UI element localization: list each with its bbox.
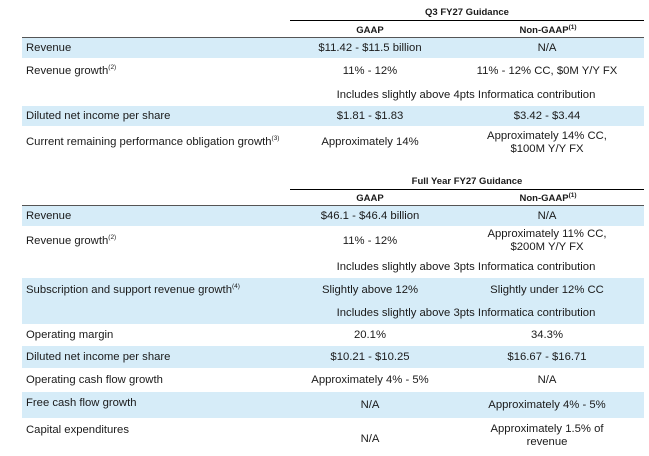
nongaap-value: N/A bbox=[537, 41, 557, 54]
gaap-value: N/A bbox=[360, 398, 380, 411]
fy-row-diluted-eps: Diluted net income per share $10.21 - $1… bbox=[22, 346, 644, 368]
fy-row-free-cash-flow: Free cash flow growth N/A Approximately … bbox=[22, 392, 644, 418]
nongaap-value: Approximately 4% - 5% bbox=[488, 398, 606, 411]
row-label: Diluted net income per share bbox=[26, 350, 171, 363]
nongaap-value: N/A bbox=[537, 373, 557, 386]
row-label: Diluted net income per share bbox=[26, 109, 171, 122]
q3-nongaap-header: Non-GAAP(1) bbox=[519, 23, 577, 36]
nongaap-value: Approximately 14% CC, $100M Y/Y FX bbox=[487, 129, 607, 155]
note-text: Includes slightly above 3pts Informatica… bbox=[336, 306, 596, 319]
gaap-value: $1.81 - $1.83 bbox=[336, 109, 404, 122]
q3-row-informatica-note: Includes slightly above 4pts Informatica… bbox=[22, 84, 644, 106]
gaap-value: 11% - 12% bbox=[342, 64, 398, 77]
q3-row-diluted-eps: Diluted net income per share $1.81 - $1.… bbox=[22, 106, 644, 126]
row-label: Revenue bbox=[26, 41, 72, 54]
row-label: Operating margin bbox=[26, 328, 114, 341]
gaap-value: $10.21 - $10.25 bbox=[330, 350, 410, 363]
fy-row-revenue-growth: Revenue growth(2) 11% - 12% Approximatel… bbox=[22, 226, 644, 256]
gaap-value: Slightly above 12% bbox=[321, 283, 419, 296]
nongaap-value: N/A bbox=[537, 209, 557, 222]
fy-row-capex: Capital expenditures N/A Approximately 1… bbox=[22, 421, 644, 451]
row-label: Current remaining performance obligation… bbox=[26, 135, 280, 148]
q3-gaap-header: GAAP bbox=[356, 25, 384, 36]
fy-gaap-header: GAAP bbox=[356, 193, 384, 204]
nongaap-value: Approximately 11% CC, $200M Y/Y FX bbox=[487, 228, 607, 253]
q3-header-rule bbox=[22, 37, 644, 38]
gaap-value: Approximately 14% bbox=[321, 136, 419, 148]
fy-title-rule bbox=[290, 189, 644, 190]
note-text: Includes slightly above 3pts Informatica… bbox=[336, 260, 596, 273]
gaap-value: $46.1 - $46.4 billion bbox=[320, 209, 420, 222]
row-label: Revenue growth(2) bbox=[26, 63, 117, 77]
q3-row-revenue: Revenue $11.42 - $11.5 billion N/A bbox=[22, 38, 644, 58]
nongaap-value: Slightly under 12% CC bbox=[490, 283, 604, 296]
fy-guidance-title: Full Year FY27 Guidance bbox=[411, 176, 523, 187]
q3-guidance-title: Q3 FY27 Guidance bbox=[425, 7, 509, 18]
row-label: Subscription and support revenue growth(… bbox=[26, 282, 240, 296]
q3-row-revenue-growth: Revenue growth(2) 11% - 12% 11% - 12% CC… bbox=[22, 58, 644, 84]
nongaap-value: $16.67 - $16.71 bbox=[507, 350, 587, 363]
row-label: Free cash flow growth bbox=[26, 397, 137, 409]
fy-row-operating-margin: Operating margin 20.1% 34.3% bbox=[22, 324, 644, 346]
fy-row-informatica-note-1: Includes slightly above 3pts Informatica… bbox=[22, 256, 644, 278]
row-label: Capital expenditures bbox=[26, 424, 129, 436]
q3-row-crpo-growth: Current remaining performance obligation… bbox=[22, 126, 644, 159]
gaap-value: 11% - 12% bbox=[342, 234, 398, 247]
fy-header-rule bbox=[22, 205, 644, 206]
row-label: Revenue bbox=[26, 209, 72, 222]
note-text: Includes slightly above 4pts Informatica… bbox=[336, 88, 596, 101]
nongaap-value: 11% - 12% CC, $0M Y/Y FX bbox=[476, 64, 618, 77]
row-label: Revenue growth(2) bbox=[26, 233, 117, 247]
nongaap-value: $3.42 - $3.44 bbox=[513, 109, 581, 122]
gaap-value: 20.1% bbox=[353, 328, 387, 341]
fy-row-subscription-growth: Subscription and support revenue growth(… bbox=[22, 278, 644, 302]
nongaap-value: 34.3% bbox=[530, 328, 564, 341]
fy-row-informatica-note-2: Includes slightly above 3pts Informatica… bbox=[22, 302, 644, 324]
fy-row-revenue: Revenue $46.1 - $46.4 billion N/A bbox=[22, 206, 644, 226]
gaap-value: $11.42 - $11.5 billion bbox=[318, 41, 422, 54]
gaap-value: Approximately 4% - 5% bbox=[311, 373, 429, 386]
nongaap-value: Approximately 1.5% of revenue bbox=[490, 423, 604, 448]
q3-title-rule bbox=[290, 20, 644, 21]
row-label: Operating cash flow growth bbox=[26, 373, 163, 386]
gaap-value: N/A bbox=[360, 432, 380, 445]
fy-row-operating-cash-flow: Operating cash flow growth Approximately… bbox=[22, 368, 644, 392]
fy-nongaap-header: Non-GAAP(1) bbox=[519, 191, 577, 204]
